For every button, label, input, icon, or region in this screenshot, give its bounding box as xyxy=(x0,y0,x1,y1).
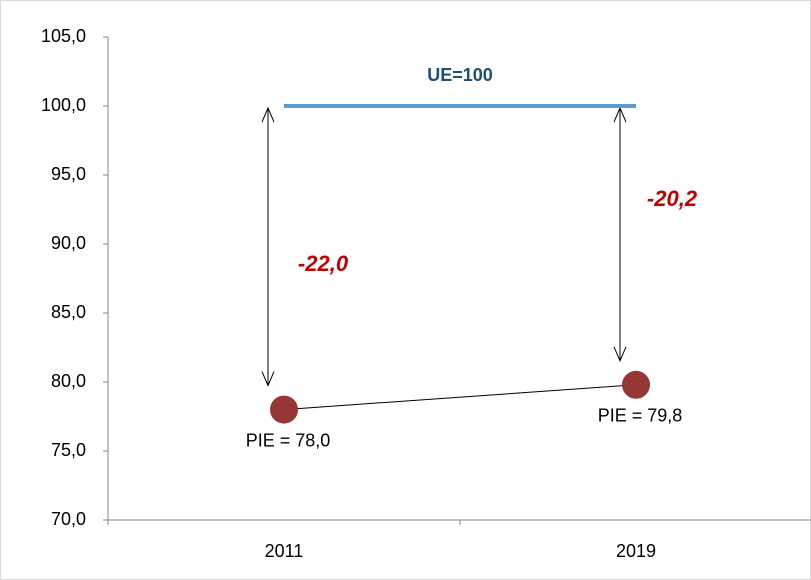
pie-marker xyxy=(622,370,650,399)
y-tick-label: 90,0 xyxy=(51,233,86,253)
gap-label: -22,0 xyxy=(298,251,349,276)
y-tick-label: 100,0 xyxy=(41,95,86,115)
y-tick-label: 70,0 xyxy=(51,509,86,529)
y-tick-label: 105,0 xyxy=(41,26,86,46)
pie-marker xyxy=(270,395,298,424)
gap-label: -20,2 xyxy=(647,186,698,211)
arrow-head xyxy=(261,106,275,123)
ue-label: UE=100 xyxy=(427,65,493,85)
x-tick-label: 2011 xyxy=(265,541,304,561)
x-tick-label: 2019 xyxy=(616,541,656,561)
y-tick-label: 80,0 xyxy=(51,371,86,391)
arrow-head xyxy=(261,371,275,387)
pie-line xyxy=(283,384,637,411)
arrow-head xyxy=(613,346,627,363)
y-tick-label: 75,0 xyxy=(51,440,86,460)
pie-label: PIE = 79,8 xyxy=(598,406,683,426)
pie-label: PIE = 78,0 xyxy=(246,430,331,450)
y-tick-label: 95,0 xyxy=(51,164,86,184)
y-tick-label: 85,0 xyxy=(51,302,86,322)
